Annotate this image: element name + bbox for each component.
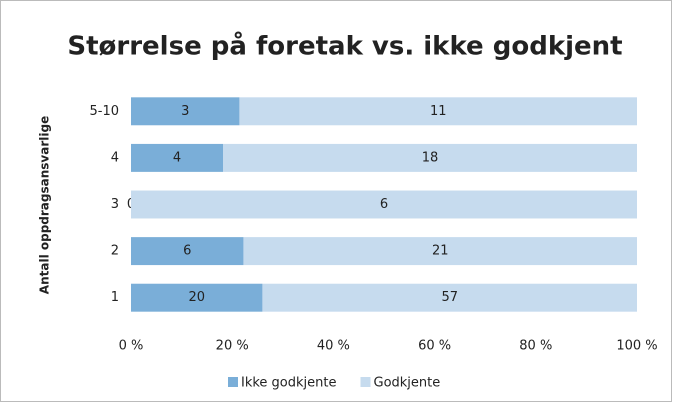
y-tick-label: 3 bbox=[111, 197, 119, 212]
bar-segment bbox=[131, 283, 263, 312]
bar-segment bbox=[131, 97, 240, 126]
bar-segment bbox=[131, 190, 637, 219]
bar-segment bbox=[131, 143, 223, 172]
bar-segment bbox=[131, 237, 244, 266]
legend-swatch bbox=[228, 377, 238, 387]
y-axis-label: Antall oppdragsansvarlige bbox=[38, 116, 52, 294]
value-label: 20 bbox=[188, 290, 205, 305]
value-label: 21 bbox=[432, 244, 449, 259]
value-label: 6 bbox=[183, 244, 191, 259]
x-tick-label: 60 % bbox=[418, 339, 451, 354]
bar-segment bbox=[243, 237, 637, 266]
bar-segment bbox=[239, 97, 637, 126]
value-label: 4 bbox=[173, 150, 181, 165]
legend-swatch bbox=[360, 377, 371, 387]
value-label: 3 bbox=[181, 104, 189, 119]
x-tick-label: 40 % bbox=[317, 339, 350, 354]
y-tick-label: 1 bbox=[111, 290, 119, 305]
y-tick-label: 5-10 bbox=[89, 104, 119, 119]
legend-label: Godkjente bbox=[374, 376, 441, 391]
x-tick-label: 0 % bbox=[119, 339, 144, 354]
value-label: 6 bbox=[380, 197, 388, 212]
bar-segment bbox=[223, 143, 637, 172]
value-label: 18 bbox=[422, 150, 439, 165]
value-label: 11 bbox=[430, 104, 447, 119]
x-tick-label: 100 % bbox=[616, 339, 657, 354]
y-tick-label: 4 bbox=[111, 150, 119, 165]
chart-title: Størrelse på foretak vs. ikke godkjent bbox=[67, 30, 622, 62]
x-tick-label: 20 % bbox=[216, 339, 249, 354]
bar-segment bbox=[262, 283, 637, 312]
x-tick-label: 80 % bbox=[519, 339, 552, 354]
value-label: 57 bbox=[441, 290, 458, 305]
legend-label: Ikke godkjente bbox=[241, 376, 337, 391]
y-tick-label: 2 bbox=[111, 244, 119, 259]
